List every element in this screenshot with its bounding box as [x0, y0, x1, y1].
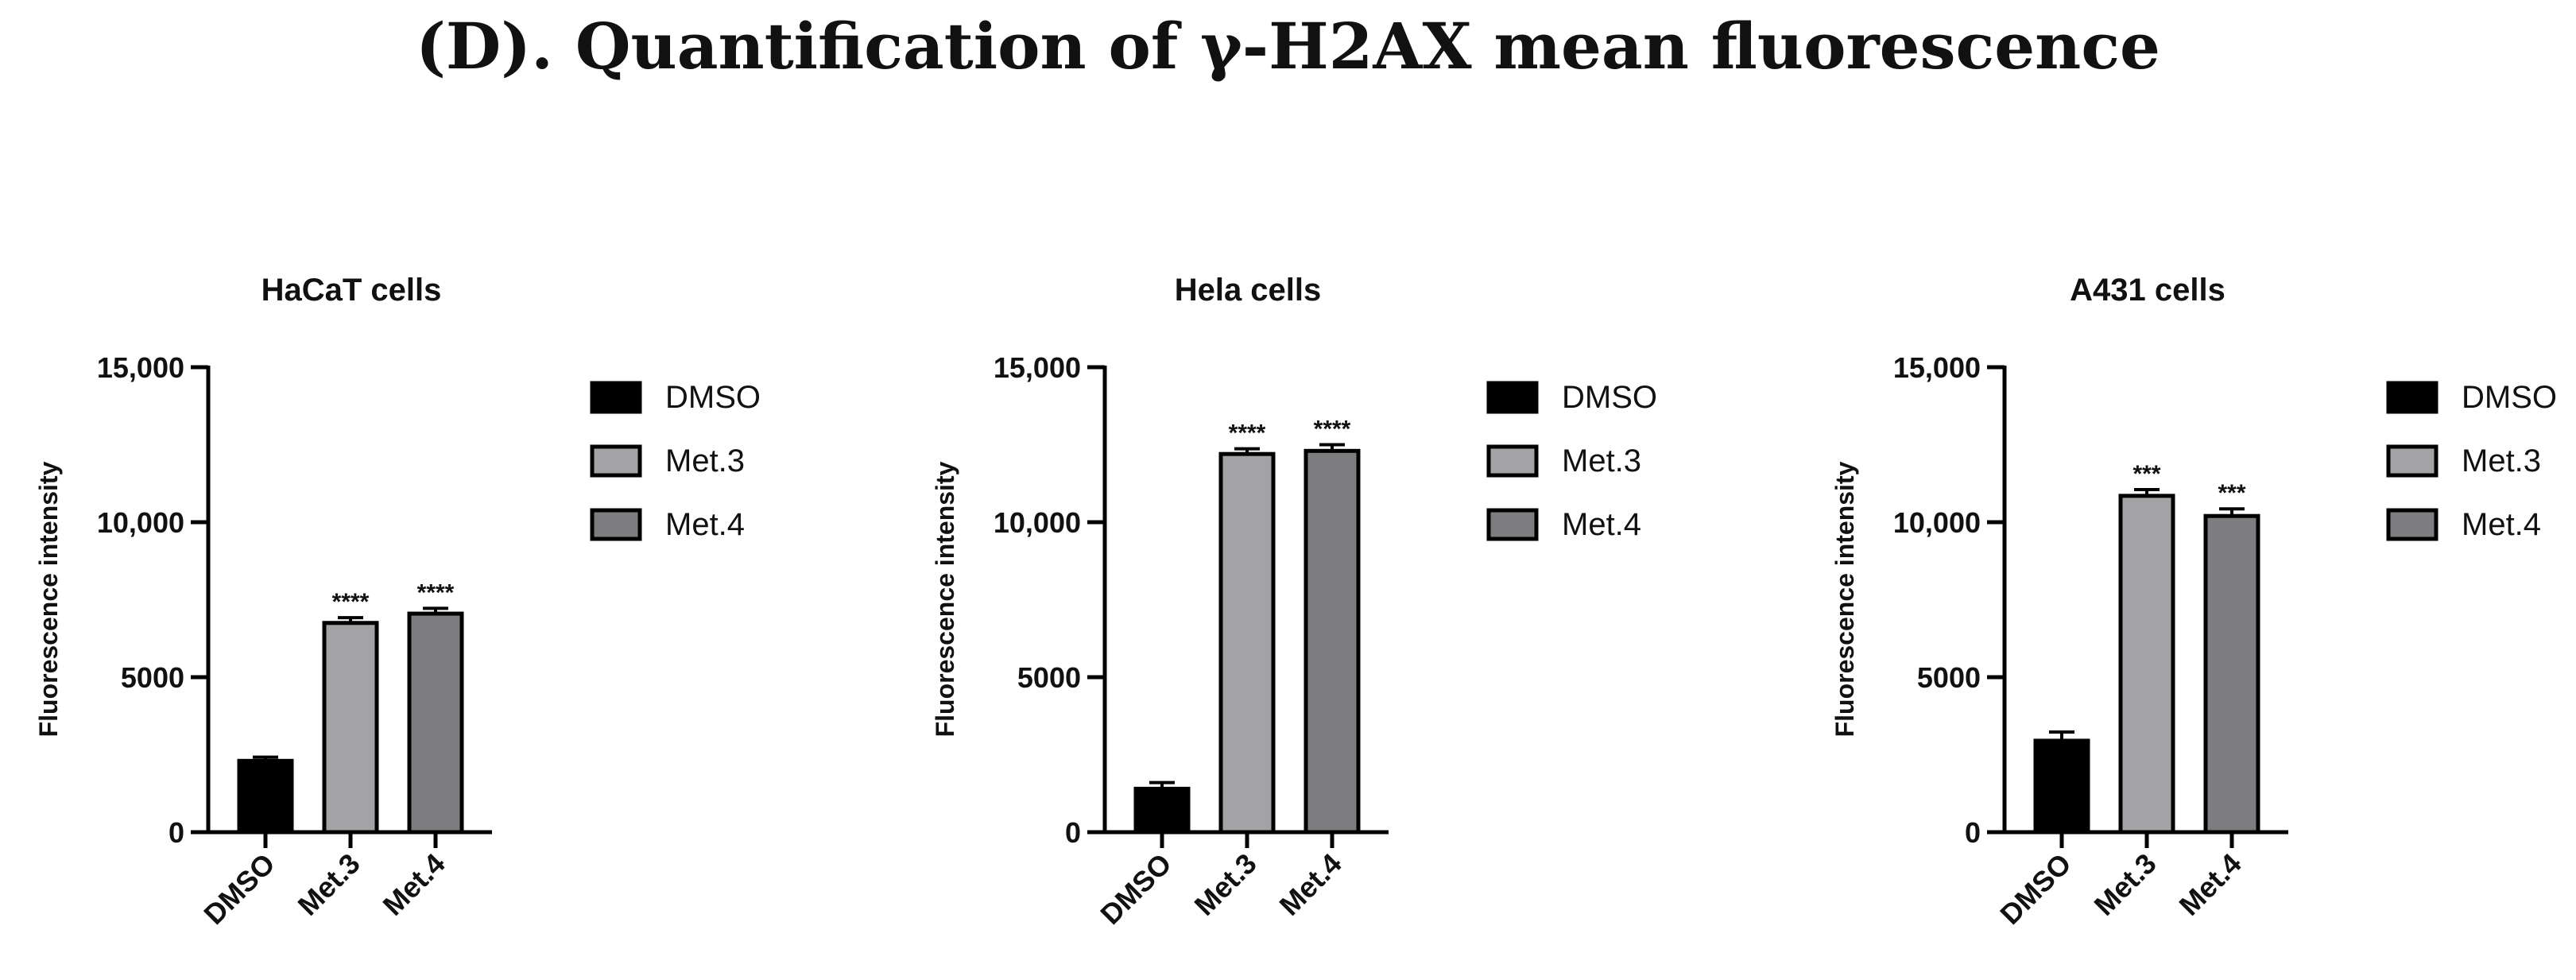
- legend-label: DMSO: [665, 380, 761, 415]
- bar-met4: [407, 611, 464, 835]
- bar-dmso: [237, 758, 294, 835]
- legend-label: Met.3: [665, 444, 745, 478]
- bar-dmso: [1133, 786, 1191, 835]
- chart-title: HaCaT cells: [261, 273, 442, 308]
- y-tick-label: 10,000: [994, 506, 1081, 539]
- y-tick-label: 0: [1065, 816, 1081, 849]
- bar-met3: [1218, 451, 1276, 835]
- y-tick-label: 0: [1965, 816, 1981, 849]
- chart-title: Hela cells: [1175, 273, 1322, 308]
- legend-swatch: [590, 444, 642, 478]
- y-tick-label: 10,000: [1893, 506, 1981, 539]
- figure-title: (D). Quantification of γ-H2AX mean fluor…: [416, 9, 2160, 83]
- significance-label: ***: [2218, 480, 2245, 506]
- legend-swatch: [1486, 381, 1539, 414]
- legend-swatch: [2386, 381, 2438, 414]
- significance-label: ****: [1229, 420, 1266, 447]
- legend-label: Met.4: [665, 507, 745, 542]
- x-tick-label: DMSO: [197, 847, 281, 931]
- bar-met4: [2203, 513, 2260, 835]
- y-tick-label: 10,000: [97, 506, 184, 539]
- x-tick-label: Met.4: [377, 847, 451, 922]
- bar-met3: [322, 621, 379, 835]
- y-tick-label: 15,000: [97, 351, 184, 384]
- y-tick-label: 5000: [1017, 661, 1081, 694]
- x-tick-label: Met.3: [2088, 847, 2163, 922]
- bar-met4: [1303, 448, 1361, 835]
- legend-swatch: [590, 381, 642, 414]
- significance-label: ***: [2132, 461, 2160, 487]
- x-tick-label: DMSO: [1993, 847, 2077, 931]
- legend-swatch: [2386, 508, 2438, 541]
- y-tick-label: 0: [169, 816, 184, 849]
- legend-label: Met.3: [2462, 444, 2541, 478]
- legend-label: Met.3: [1562, 444, 1641, 478]
- x-tick-label: Met.3: [1188, 847, 1263, 922]
- legend-swatch: [1486, 508, 1539, 541]
- y-axis-label: Fluorescence intensity: [931, 461, 959, 737]
- y-tick-label: 15,000: [994, 351, 1081, 384]
- y-axis-label: Fluorescence intensity: [1830, 461, 1859, 737]
- chart-panel-2: Hela cells Fluorescence intensity 0 5000 10,…: [931, 273, 1657, 931]
- chart-title: A431 cells: [2070, 273, 2225, 308]
- legend-swatch: [590, 508, 642, 541]
- significance-label: ****: [1314, 416, 1351, 443]
- legend-label: DMSO: [2462, 380, 2557, 415]
- y-axis-label: Fluorescence intensity: [34, 461, 63, 737]
- legend-swatch: [1486, 444, 1539, 478]
- legend-label: DMSO: [1562, 380, 1657, 415]
- y-tick-label: 5000: [121, 661, 184, 694]
- chart-panel-1: HaCaT cells Fluorescence intensity 0 5000 10…: [34, 273, 761, 931]
- legend-label: Met.4: [2462, 507, 2541, 542]
- y-tick-label: 15,000: [1893, 351, 1981, 384]
- bar-dmso: [2033, 738, 2090, 835]
- y-tick-label: 5000: [1917, 661, 1981, 694]
- x-tick-label: DMSO: [1094, 847, 1177, 931]
- bar-met3: [2118, 494, 2175, 835]
- x-tick-label: Met.4: [2173, 847, 2248, 922]
- x-tick-label: Met.3: [292, 847, 366, 922]
- legend-swatch: [2386, 444, 2438, 478]
- legend-label: Met.4: [1562, 507, 1641, 542]
- x-tick-label: Met.4: [1273, 847, 1348, 922]
- chart-panel-3: A431 cells Fluorescence intensity 0 5000 10,…: [1830, 273, 2557, 931]
- significance-label: ****: [417, 579, 455, 606]
- significance-label: ****: [332, 589, 370, 615]
